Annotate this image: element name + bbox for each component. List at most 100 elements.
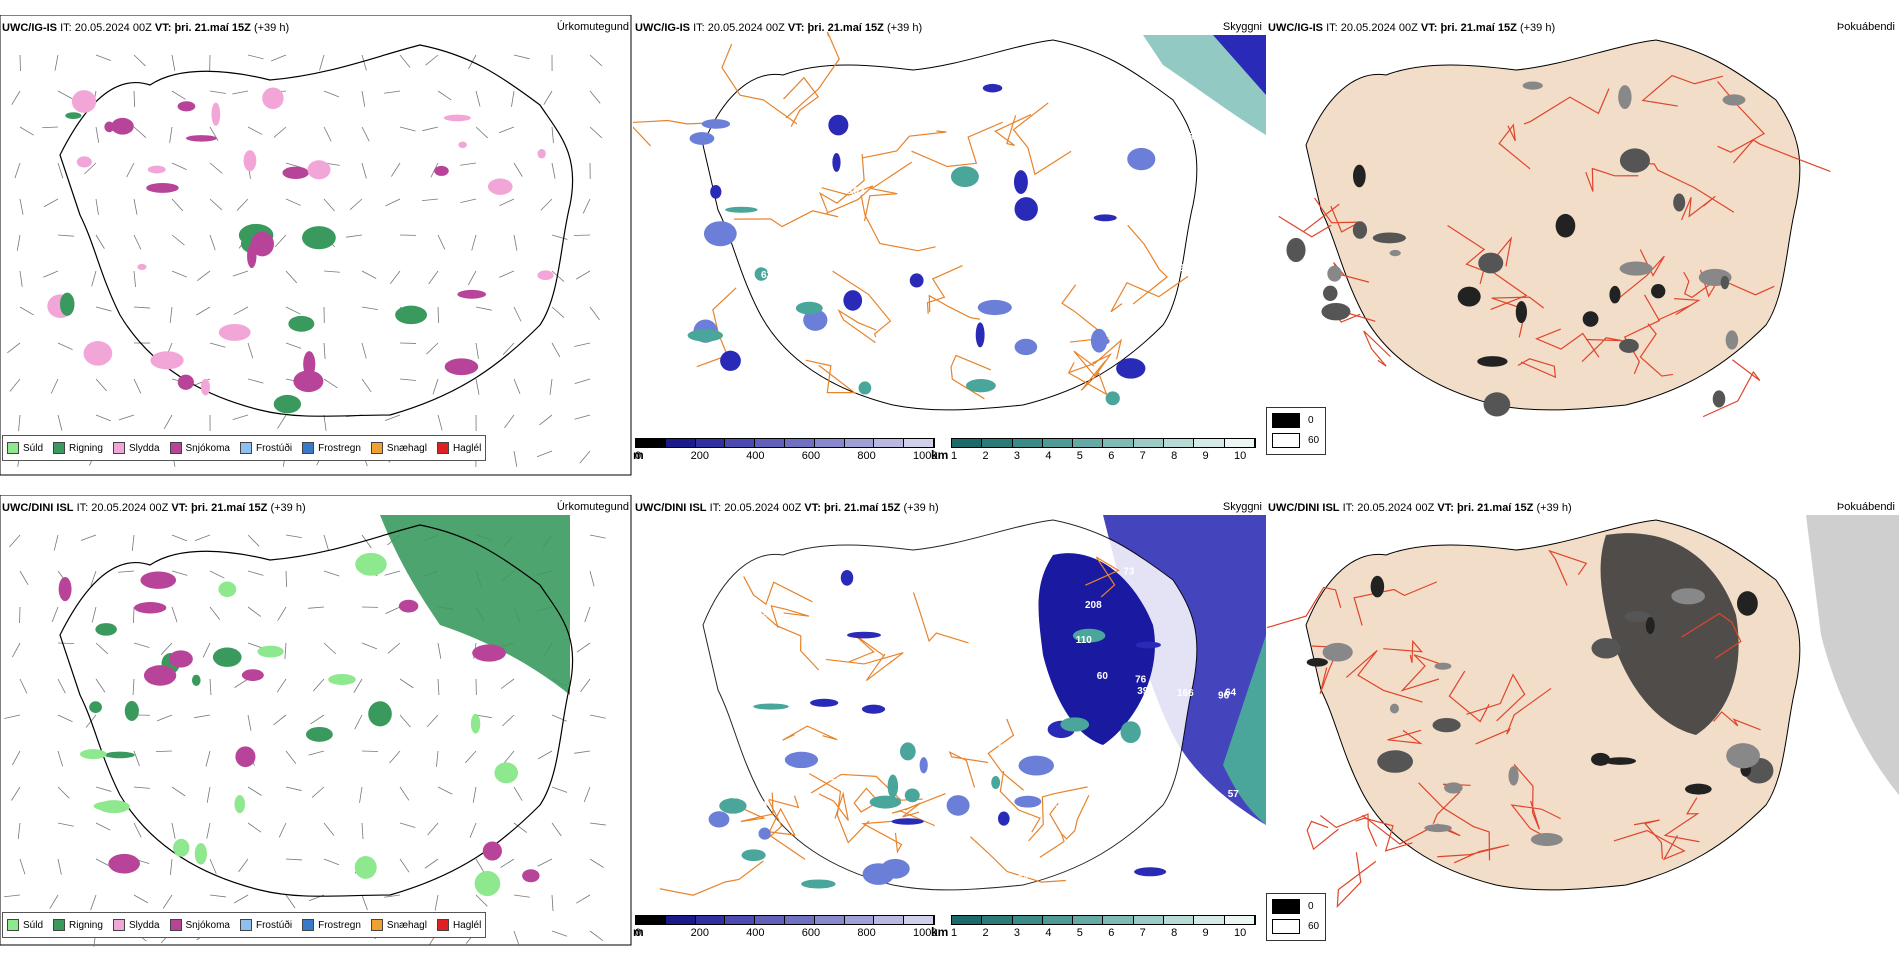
colorbar-segment xyxy=(1164,439,1194,447)
weather-area xyxy=(859,381,872,394)
weather-area xyxy=(1106,391,1120,405)
weather-area xyxy=(1646,617,1655,634)
legend-label: Súld xyxy=(23,920,43,931)
map-value-label: 63 xyxy=(761,270,773,281)
weather-area xyxy=(445,358,479,375)
map-value-label: 91 xyxy=(1050,240,1062,251)
weather-area xyxy=(1373,232,1406,243)
colorbar-segment xyxy=(904,916,934,924)
legend-swatch xyxy=(240,919,252,931)
fog-swatch-60 xyxy=(1272,433,1300,448)
map-value-label: 87 xyxy=(775,715,787,726)
colorbar-segment xyxy=(696,916,726,924)
colorbar-tick-label: 400 xyxy=(746,927,764,939)
weather-area xyxy=(702,119,730,129)
precip-map-row1 xyxy=(0,15,633,485)
map-value-label: 51 xyxy=(742,324,754,335)
map-value-label: 64 xyxy=(1017,873,1029,884)
weather-area xyxy=(475,871,501,896)
weather-area xyxy=(178,375,194,390)
weather-area xyxy=(218,582,236,597)
panel-title: Skyggni xyxy=(1223,501,1262,513)
weather-area xyxy=(1618,85,1631,109)
weather-area xyxy=(1286,238,1305,262)
weather-area xyxy=(173,839,189,857)
legend-label: Snjókoma xyxy=(186,443,230,454)
fog-panel-row1: UWC/IG-IS IT: 20.05.2024 00Z VT: þri. 21… xyxy=(1266,15,1899,485)
weather-area xyxy=(537,270,553,280)
weather-area xyxy=(457,290,486,299)
colorbar-segment xyxy=(845,439,875,447)
weather-area xyxy=(219,324,251,341)
map-value-label: 16 xyxy=(758,798,770,809)
visibility-unit: km xyxy=(931,448,948,462)
weather-area xyxy=(888,775,898,798)
weather-area xyxy=(1673,193,1685,211)
weather-area xyxy=(1685,784,1712,795)
weather-area xyxy=(195,843,207,865)
weather-area xyxy=(976,322,985,347)
colorbar-tick-label: 600 xyxy=(802,927,820,939)
colorbar-segment xyxy=(952,439,982,447)
legend-swatch xyxy=(113,442,125,454)
colorbar-segment xyxy=(666,916,696,924)
legend-label: Slydda xyxy=(129,443,160,454)
weather-area xyxy=(77,156,92,167)
weather-area xyxy=(134,602,166,613)
colorbar-segment xyxy=(1194,439,1224,447)
legend-item-súld: Súld xyxy=(7,919,43,931)
map-value-label: 100 xyxy=(1014,629,1031,640)
colorbar-tick-label: 10 xyxy=(1234,927,1246,939)
weather-area xyxy=(247,244,256,268)
weather-area xyxy=(522,869,539,882)
legend-item-rigning: Rigning xyxy=(53,442,103,454)
legend-item-haglél: Haglél xyxy=(437,442,481,454)
weather-area xyxy=(1014,796,1041,808)
map-value-label: 42 xyxy=(765,668,777,679)
fog-map-row1 xyxy=(1266,15,1899,485)
weather-area xyxy=(538,149,546,159)
colorbar-segment xyxy=(904,439,934,447)
weather-area xyxy=(488,178,513,194)
map-value-label: 76 xyxy=(1135,674,1147,685)
colorbar-tick-label: 5 xyxy=(1077,927,1083,939)
weather-area xyxy=(59,577,72,601)
colorbar-tick-label: 3 xyxy=(1014,927,1020,939)
colorbar-segment xyxy=(636,916,666,924)
map-value-label: 76 xyxy=(979,701,991,712)
colorbar-segment xyxy=(874,916,904,924)
colorbar-segment xyxy=(1103,439,1133,447)
colorbar-tick-label: 3 xyxy=(1014,450,1020,462)
weather-area xyxy=(862,705,885,714)
weather-area xyxy=(1619,339,1639,353)
weather-area xyxy=(192,675,201,686)
weather-area xyxy=(1134,867,1166,876)
visibility-unit: km xyxy=(931,925,948,939)
fog-swatch-0 xyxy=(1272,899,1300,914)
panel-title: Þokuábendi xyxy=(1837,501,1895,513)
colorbar-segment xyxy=(952,916,982,924)
weather-area xyxy=(1321,303,1350,320)
fog-legend-label: 60 xyxy=(1308,921,1319,932)
weather-area xyxy=(951,166,979,187)
colorbar-tick-label: 9 xyxy=(1203,927,1209,939)
weather-area xyxy=(1060,717,1089,731)
weather-area xyxy=(458,142,467,149)
legend-label: Rigning xyxy=(69,443,103,454)
weather-area xyxy=(105,752,135,759)
weather-area xyxy=(1094,214,1117,221)
weather-area xyxy=(80,749,107,759)
legend-label: Haglél xyxy=(453,920,481,931)
fog-legend-label: 60 xyxy=(1308,435,1319,446)
map-value-label: 58 xyxy=(1188,132,1200,143)
map-value-label: 57 xyxy=(1228,789,1240,800)
weather-area xyxy=(178,101,196,111)
colorbar-tick-label: 400 xyxy=(746,450,764,462)
colorbar-segment xyxy=(1043,916,1073,924)
fog-legend: 0 60 xyxy=(1266,407,1326,455)
weather-area xyxy=(434,166,449,176)
weather-area xyxy=(328,674,356,685)
precip-panel-row1: UWC/IG-IS IT: 20.05.2024 00Z VT: þri. 21… xyxy=(0,15,633,485)
